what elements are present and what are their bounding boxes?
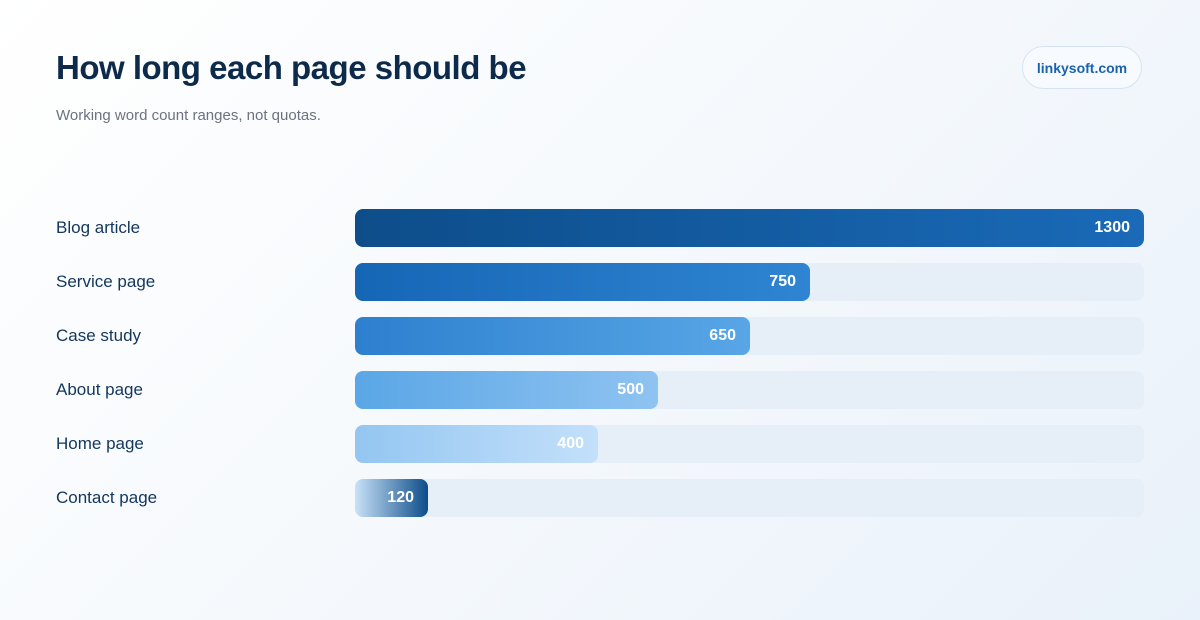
bar-track: 750: [355, 263, 1144, 301]
bar: 120: [355, 479, 428, 517]
bar-value-label: 650: [709, 327, 736, 344]
chart-row: Blog article 1300: [0, 209, 1200, 247]
chart-row: Case study 650: [0, 317, 1200, 355]
brand-badge[interactable]: linkysoft.com: [1022, 46, 1142, 89]
page-title: How long each page should be: [56, 49, 527, 86]
category-label: Blog article: [56, 218, 141, 237]
category-label: Home page: [56, 434, 144, 453]
chart-row: About page 500: [0, 371, 1200, 409]
page-subtitle: Working word count ranges, not quotas.: [56, 107, 321, 124]
bar-value-label: 400: [557, 435, 584, 452]
bar-value-label: 500: [617, 381, 644, 398]
bar-track: 650: [355, 317, 1144, 355]
bar: 750: [355, 263, 810, 301]
category-label: Contact page: [56, 488, 158, 507]
chart-row: Service page 750: [0, 263, 1200, 301]
bar-track: 400: [355, 425, 1144, 463]
chart-row: Contact page 120: [0, 479, 1200, 517]
bar: 650: [355, 317, 750, 355]
category-label: Case study: [56, 326, 142, 345]
bar: 500: [355, 371, 658, 409]
bar-value-label: 1300: [1094, 219, 1130, 236]
category-label: About page: [56, 380, 143, 399]
chart-row: Home page 400: [0, 425, 1200, 463]
bar: 400: [355, 425, 598, 463]
bar: 1300: [355, 209, 1144, 247]
bar-value-label: 750: [769, 273, 796, 290]
bar-value-label: 120: [387, 489, 414, 506]
bar-track: 1300: [355, 209, 1144, 247]
category-label: Service page: [56, 272, 156, 291]
bar-track: 120: [355, 479, 1144, 517]
bar-track: 500: [355, 371, 1144, 409]
